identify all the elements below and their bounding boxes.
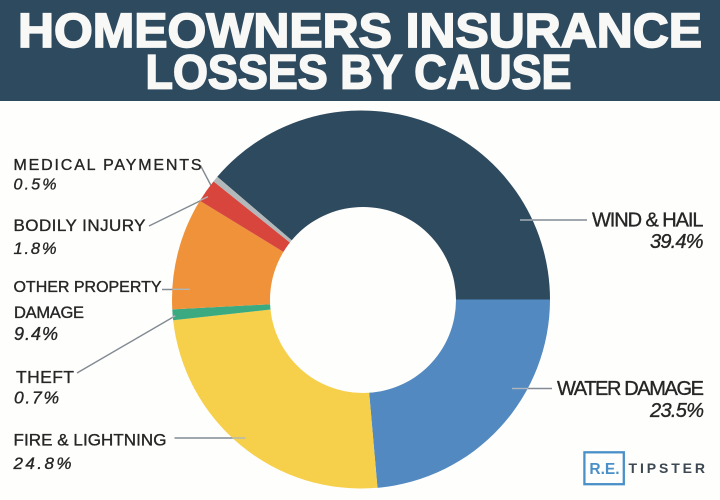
svg-text:HOMEOWNERS INSURANCE: HOMEOWNERS INSURANCE xyxy=(18,4,702,58)
svg-text:R.E.: R.E. xyxy=(589,461,619,478)
svg-text:THEFT: THEFT xyxy=(16,367,74,387)
svg-text:BODILY INJURY: BODILY INJURY xyxy=(14,216,146,235)
svg-text:MEDICAL PAYMENTS: MEDICAL PAYMENTS xyxy=(14,157,202,174)
svg-text:WATER DAMAGE: WATER DAMAGE xyxy=(557,378,704,400)
svg-text:TIPSTER: TIPSTER xyxy=(629,460,706,476)
svg-text:24.8%: 24.8% xyxy=(13,454,72,473)
svg-text:FIRE & LIGHTNING: FIRE & LIGHTNING xyxy=(14,431,167,450)
svg-text:DAMAGE: DAMAGE xyxy=(14,304,84,322)
svg-text:0.7%: 0.7% xyxy=(14,388,59,408)
svg-text:23.5%: 23.5% xyxy=(649,400,704,422)
svg-text:1.8%: 1.8% xyxy=(14,240,57,258)
svg-text:0.5%: 0.5% xyxy=(14,177,57,194)
svg-text:WIND & HAIL: WIND & HAIL xyxy=(592,210,704,232)
svg-text:39.4%: 39.4% xyxy=(650,231,704,253)
svg-text:OTHER PROPERTY: OTHER PROPERTY xyxy=(14,279,162,296)
svg-text:LOSSES BY CAUSE: LOSSES BY CAUSE xyxy=(146,46,572,100)
svg-text:9.4%: 9.4% xyxy=(14,324,58,344)
